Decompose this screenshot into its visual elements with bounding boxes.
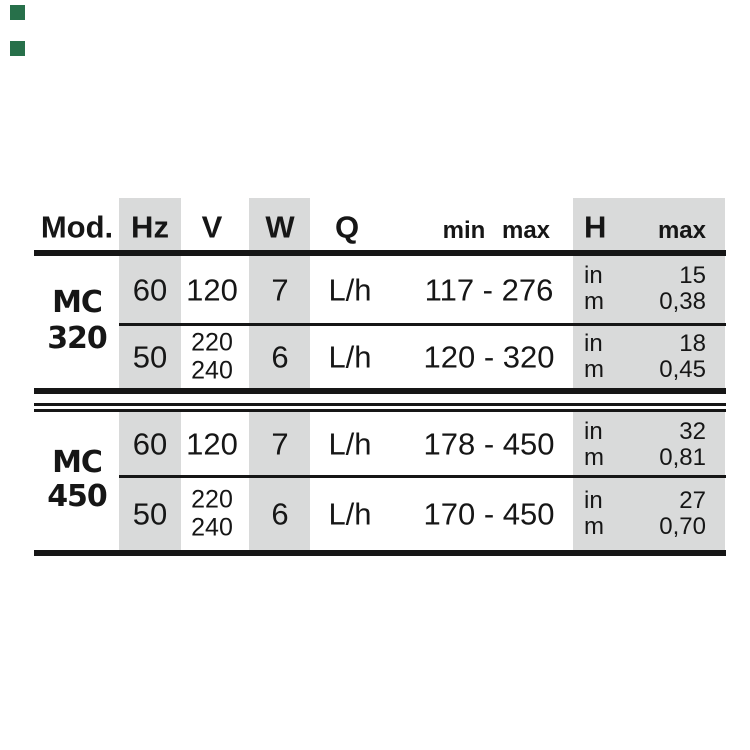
- mc320-50hz-flow-unit: L/h: [328, 339, 372, 375]
- mc320-50hz-head-m-label: m: [584, 356, 604, 383]
- green-square-marker-bottom: [10, 41, 25, 56]
- mc450-60hz-head-m-value: 0,81: [659, 444, 706, 471]
- w-column-band-lower: [249, 412, 310, 550]
- hz-column-band-upper: [119, 198, 181, 392]
- model-mc450-line2: 450: [47, 479, 108, 514]
- mc320-50hz-head-in-value: 18: [679, 330, 706, 357]
- mc450-50hz-voltage-top: 220: [191, 485, 233, 514]
- mc320-60hz-head-in-label: in: [584, 262, 603, 289]
- mc450-50hz-head-m-label: m: [584, 513, 604, 540]
- header-q: Q: [334, 209, 360, 245]
- header-hz: Hz: [131, 209, 169, 245]
- mc320-60hz-flow-range: 117 - 276: [424, 272, 554, 308]
- mc450-60hz-watts: 7: [271, 426, 289, 462]
- mc320-60hz-watts: 7: [271, 272, 289, 308]
- header-h: H: [584, 209, 607, 245]
- mc450-60hz-head-in-value: 32: [679, 418, 706, 445]
- h-column-band-lower: [573, 412, 725, 550]
- w-column-band-upper: [249, 198, 310, 392]
- mc320-60hz-frequency: 60: [132, 272, 168, 308]
- mc320-50hz-voltage-bottom: 240: [191, 356, 233, 385]
- h-column-band-upper: [573, 198, 725, 392]
- mc320-60hz-head-in-value: 15: [679, 262, 706, 289]
- mc450-50hz-voltage-bottom: 240: [191, 513, 233, 542]
- mc450-60hz-voltage: 120: [186, 426, 238, 462]
- header-mod: Mod.: [40, 209, 114, 245]
- green-square-marker-top: [10, 5, 25, 20]
- mc320-50hz-voltage-top: 220: [191, 328, 233, 357]
- mc450-60hz-flow-unit: L/h: [328, 426, 372, 462]
- mc450-60hz-head-in-label: in: [584, 418, 603, 445]
- mc320-60hz-voltage: 120: [186, 272, 238, 308]
- mc320-50hz-head-in-label: in: [584, 330, 603, 357]
- mc450-50hz-head-in-value: 27: [679, 487, 706, 514]
- model-mc320-line1: MC: [52, 285, 103, 320]
- mc320-50hz-watts: 6: [271, 339, 289, 375]
- mc450-50hz-head-in-label: in: [584, 487, 603, 514]
- mc450-60hz-frequency: 60: [132, 426, 168, 462]
- header-w: W: [265, 209, 295, 245]
- block-gap-divider-upper: [34, 403, 726, 406]
- mc450-50hz-flow-unit: L/h: [328, 496, 372, 532]
- header-max: max: [501, 217, 551, 244]
- mc320-60hz-head-m-label: m: [584, 288, 604, 315]
- mc320-60hz-head-m-value: 0,38: [659, 288, 706, 315]
- mc450-50hz-flow-range: 170 - 450: [423, 496, 555, 532]
- mc450-row-divider-thin: [119, 475, 726, 478]
- model-mc320-line2: 320: [47, 321, 108, 356]
- mc320-60hz-flow-unit: L/h: [328, 272, 372, 308]
- mc320-row-divider-thin: [119, 323, 726, 326]
- mc450-50hz-watts: 6: [271, 496, 289, 532]
- header-divider-thick: [34, 250, 726, 256]
- mc320-bottom-divider-thick: [34, 388, 726, 394]
- header-h-max: max: [657, 217, 706, 244]
- hz-column-band-lower: [119, 412, 181, 550]
- mc320-50hz-flow-range: 120 - 320: [423, 339, 555, 375]
- mc450-bottom-divider-thick: [34, 550, 726, 556]
- mc320-50hz-head-m-value: 0,45: [659, 356, 706, 383]
- header-v: V: [201, 209, 223, 245]
- mc450-60hz-flow-range: 178 - 450: [423, 426, 555, 462]
- mc450-60hz-head-m-label: m: [584, 444, 604, 471]
- mc320-50hz-frequency: 50: [132, 339, 168, 375]
- mc450-50hz-frequency: 50: [132, 496, 168, 532]
- header-min: min: [442, 217, 486, 244]
- model-mc450-line1: MC: [52, 445, 103, 480]
- block-gap-divider-lower: [34, 409, 726, 412]
- mc450-50hz-head-m-value: 0,70: [659, 513, 706, 540]
